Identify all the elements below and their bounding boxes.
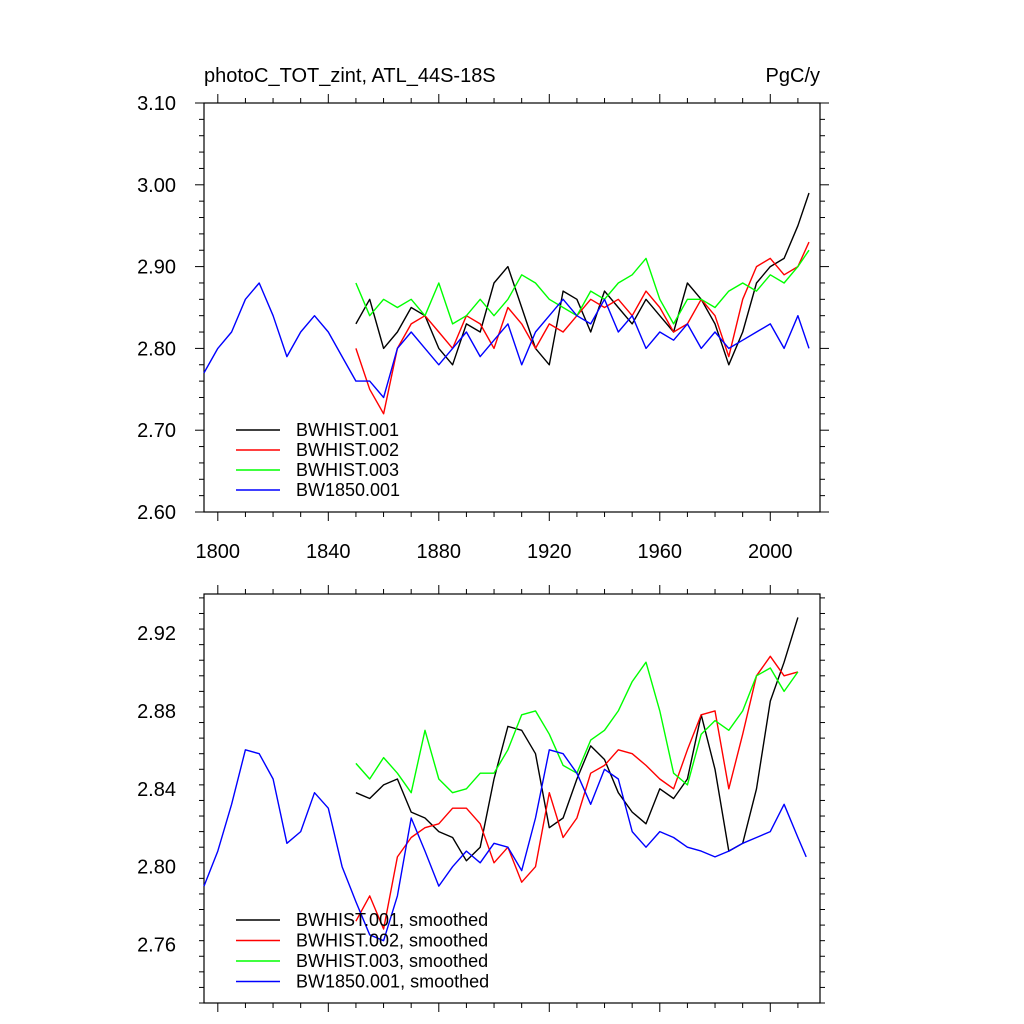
x-tick-label: 1960 (638, 541, 683, 563)
y-tick-label: 2.60 (137, 502, 176, 524)
x-tick-label: 1920 (527, 541, 572, 563)
top-series (203, 192, 810, 415)
series-line-3 (203, 282, 810, 399)
y-tick-label: 3.00 (137, 175, 176, 197)
x-tick-label: 1880 (417, 541, 462, 563)
legend-label: BWHIST.001 (296, 420, 399, 440)
y-tick-label: 3.10 (137, 93, 176, 115)
y-tick-label: 2.80 (137, 857, 176, 879)
top-chart-panel: photoC_TOT_zint, ATL_44S-18S PgC/y 1800 1… (137, 65, 829, 563)
bottom-chart-panel: 2.76 2.80 2.84 2.88 2.92 BWHIST.001, smoothe… (137, 585, 825, 1012)
legend-label: BWHIST.003, smoothed (296, 951, 488, 971)
y-tick-label: 2.84 (137, 779, 176, 801)
legend-label: BWHIST.001, smoothed (296, 910, 488, 930)
series-line-1 (355, 241, 810, 415)
chart-title-right: PgC/y (766, 65, 820, 87)
y-tick-label: 2.92 (137, 623, 176, 645)
series-line-3 (203, 749, 807, 942)
y-tick-label: 2.76 (137, 935, 176, 957)
plot-frame (203, 102, 821, 513)
x-tick-label: 1840 (306, 541, 351, 563)
y-tick-label: 2.70 (137, 420, 176, 442)
legend-label: BWHIST.002 (296, 440, 399, 460)
x-tick-label: 2000 (748, 541, 793, 563)
series-line-0 (355, 617, 799, 862)
bottom-series (203, 617, 807, 942)
y-tick-label: 2.90 (137, 257, 176, 279)
top-axes: 1800 1840 1880 1920 1960 2000 2.60 2.70 2.80 2.90… (137, 93, 829, 563)
y-tick-label: 2.88 (137, 701, 176, 723)
series-line-2 (355, 249, 810, 325)
legend-label: BW1850.001, smoothed (296, 972, 489, 992)
bottom-axes: 2.76 2.80 2.84 2.88 2.92 (137, 585, 825, 1012)
plot-frame (203, 593, 821, 1004)
x-tick-label: 1800 (196, 541, 241, 563)
legend-label: BWHIST.002, smoothed (296, 931, 488, 951)
series-line-0 (355, 192, 810, 366)
legend-label: BW1850.001 (296, 480, 400, 500)
series-line-1 (355, 655, 799, 930)
chart-title-left: photoC_TOT_zint, ATL_44S-18S (204, 65, 496, 87)
y-tick-label: 2.80 (137, 338, 176, 360)
legend-label: BWHIST.003 (296, 460, 399, 480)
